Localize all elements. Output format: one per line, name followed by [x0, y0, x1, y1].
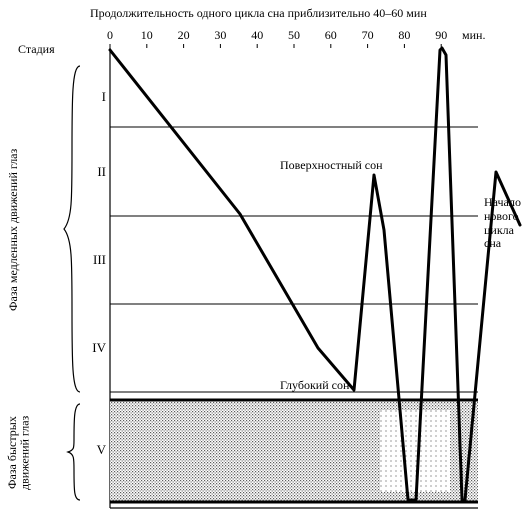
stage-III: III: [88, 252, 106, 268]
stage-V: V: [88, 442, 106, 458]
rem-label: Фаза быстрых движений глаз: [6, 398, 31, 508]
chart-title: Продолжительность одного цикла сна прибл…: [90, 6, 520, 21]
xtick-40: 40: [251, 28, 263, 43]
xtick-20: 20: [178, 28, 190, 43]
annot-new-cycle: Начало нового цикла сна: [484, 196, 530, 251]
xtick-60: 60: [325, 28, 337, 43]
xtick-90: 90: [435, 28, 447, 43]
xtick-30: 30: [214, 28, 226, 43]
sleep-cycle-chart: [0, 0, 531, 528]
nrem-label: Фаза медленных движений глаз: [6, 80, 21, 380]
brace-nrem: [64, 66, 80, 392]
y-header: Стадия: [18, 42, 55, 57]
xtick-50: 50: [288, 28, 300, 43]
x-unit: мин.: [462, 28, 485, 43]
rem-band: [110, 400, 478, 502]
brace-rem: [68, 404, 80, 500]
xtick-80: 80: [398, 28, 410, 43]
stage-II: II: [88, 164, 106, 180]
xtick-0: 0: [107, 28, 113, 43]
annot-deep-sleep: Глубокий сон: [280, 378, 349, 393]
stage-I: I: [88, 89, 106, 105]
stage-IV: IV: [88, 340, 106, 356]
x-ticks: [110, 44, 441, 48]
xtick-70: 70: [362, 28, 374, 43]
xtick-10: 10: [141, 28, 153, 43]
annot-shallow-sleep: Поверхностный сон: [280, 158, 383, 173]
